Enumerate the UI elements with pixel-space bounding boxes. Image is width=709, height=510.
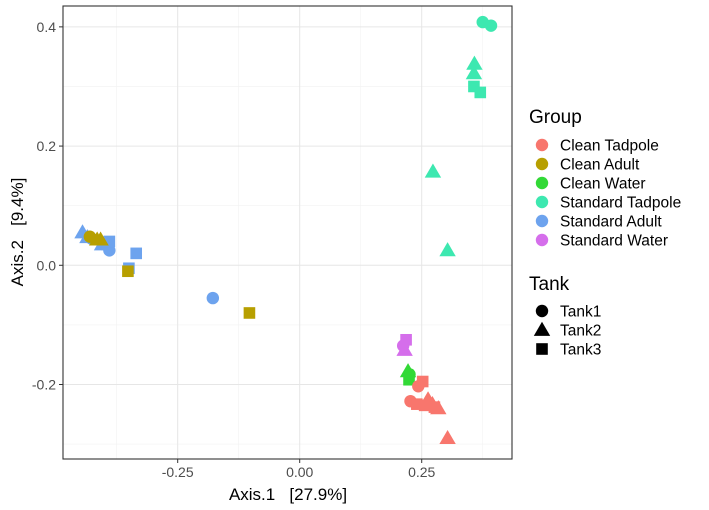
legend-key-standard-tadpole	[535, 195, 549, 209]
x-tick-label: 0.25	[408, 464, 435, 480]
data-point	[465, 65, 483, 80]
data-point	[424, 163, 442, 178]
data-point	[411, 398, 423, 410]
legend-label: Tank2	[560, 323, 601, 340]
legend-tank-title: Tank	[529, 274, 570, 295]
y-tick-label: 0.0	[37, 257, 57, 273]
data-point	[122, 265, 134, 278]
data-point	[403, 373, 415, 386]
data-points	[74, 15, 498, 445]
y-tick-label: 0.2	[37, 138, 57, 154]
y-axis-title: Axis.2 [9.4%]	[8, 178, 27, 287]
data-point	[243, 307, 256, 319]
legend-label: Clean Water	[560, 176, 646, 193]
y-tick-label: 0.4	[37, 19, 57, 35]
data-point	[92, 231, 109, 246]
legend-label: Clean Tadpole	[560, 138, 659, 155]
x-axis-title: Axis.1 [27.9%]	[229, 485, 347, 504]
legend-shape-circle	[535, 304, 549, 318]
data-point	[474, 86, 487, 99]
data-point	[400, 333, 412, 346]
plot-panel-background	[63, 6, 512, 459]
grid-lines	[63, 6, 512, 459]
data-point	[418, 399, 431, 412]
legend-shape-square	[536, 343, 548, 355]
data-point	[439, 242, 456, 257]
data-point	[206, 291, 220, 305]
x-axis-ticks: -0.25 0.00 0.25	[162, 459, 436, 480]
data-point	[439, 429, 456, 445]
x-tick-label: 0.00	[286, 464, 313, 480]
data-point	[466, 55, 483, 70]
y-tick-label: -0.2	[32, 376, 56, 392]
data-point	[468, 80, 480, 93]
legend-key-clean-tadpole	[535, 138, 549, 152]
legend-tank: Tank Tank1 Tank2 Tank3	[529, 274, 601, 359]
data-point	[130, 247, 143, 260]
legend-label: Clean Adult	[560, 157, 640, 174]
data-point	[103, 244, 116, 257]
data-point	[412, 380, 425, 393]
legend-key-standard-water	[535, 233, 549, 247]
legend-label: Standard Water	[560, 233, 668, 250]
legend-label: Standard Tadpole	[560, 195, 681, 212]
legend-group: Group Clean Tadpole Clean Adult Clean Wate…	[529, 107, 681, 250]
legend-label: Tank3	[560, 342, 601, 359]
data-point	[396, 341, 413, 356]
legend-group-title: Group	[529, 107, 582, 128]
data-point	[416, 375, 429, 388]
legend-key-clean-adult	[535, 157, 549, 171]
legend-key-clean-water	[535, 176, 549, 190]
y-axis-ticks: -0.2 0.0 0.2 0.4	[32, 19, 63, 392]
legend-key-standard-adult	[535, 214, 549, 228]
legend-label: Standard Adult	[560, 214, 662, 231]
plot-panel-border	[62, 5, 513, 460]
data-point	[430, 400, 447, 415]
x-tick-label: -0.25	[162, 464, 194, 480]
legend-shape-triangle	[533, 321, 551, 336]
legend-label: Tank1	[560, 304, 601, 321]
data-point	[484, 19, 498, 32]
data-point	[103, 235, 116, 248]
